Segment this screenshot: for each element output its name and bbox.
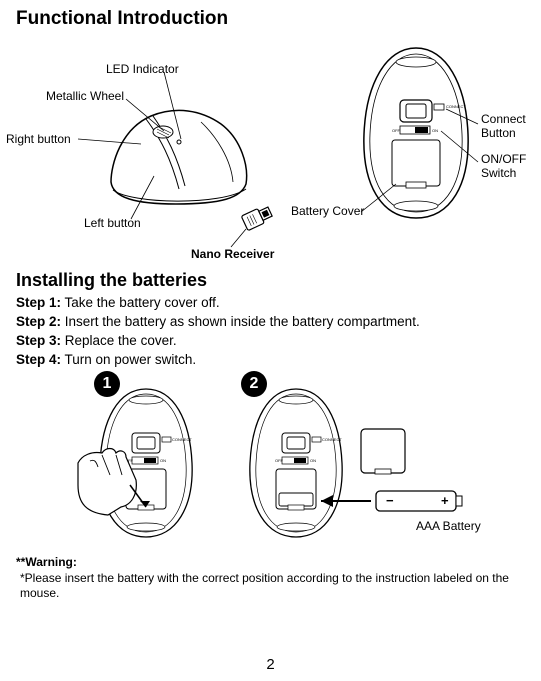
heading-functional-intro: Functional Introduction xyxy=(16,8,525,30)
step1-text: Take the battery cover off. xyxy=(61,295,220,310)
label-right-button: Right button xyxy=(6,132,71,146)
warning-text: *Please insert the battery with the corr… xyxy=(16,571,525,602)
step3-label: Step 3: xyxy=(16,333,61,348)
functional-diagram-area: CONNECT OFF ON LED Indicator Met xyxy=(16,34,525,264)
install-steps: Step 1: Take the battery cover off. Step… xyxy=(16,295,525,367)
svg-text:CONNECT: CONNECT xyxy=(172,437,192,442)
label-aaa-battery: AAA Battery xyxy=(416,519,481,533)
label-nano-receiver: Nano Receiver xyxy=(191,247,274,261)
step3-text: Replace the cover. xyxy=(61,333,177,348)
label-connect-button: Connect Button xyxy=(481,112,531,141)
label-left-button: Left button xyxy=(84,216,141,230)
install-step-1-figure: CONNECT OFF ON xyxy=(76,385,206,545)
step1-label: Step 1: xyxy=(16,295,61,310)
step4-label: Step 4: xyxy=(16,352,61,367)
heading-installing-batteries: Installing the batteries xyxy=(16,270,525,291)
label-metallic-wheel: Metallic Wheel xyxy=(46,89,124,103)
warning-heading: **Warning: xyxy=(16,555,77,569)
page-number: 2 xyxy=(266,656,274,673)
polarity-plus: + xyxy=(441,493,449,508)
svg-text:ON: ON xyxy=(310,458,316,463)
polarity-minus: − xyxy=(386,493,394,508)
warning-block: **Warning: *Please insert the battery wi… xyxy=(16,555,525,602)
step4-text: Turn on power switch. xyxy=(61,352,196,367)
install-diagram-area: 1 2 CONNECT OFF ON xyxy=(16,371,525,551)
label-onoff-switch: ON/OFF Switch xyxy=(481,152,531,181)
label-led-indicator: LED Indicator xyxy=(106,62,179,76)
svg-text:ON: ON xyxy=(160,458,166,463)
label-battery-cover: Battery Cover xyxy=(291,204,364,218)
step2-text: Insert the battery as shown inside the b… xyxy=(61,314,420,329)
step2-label: Step 2: xyxy=(16,314,61,329)
svg-text:CONNECT: CONNECT xyxy=(322,437,342,442)
svg-text:OFF: OFF xyxy=(275,458,284,463)
